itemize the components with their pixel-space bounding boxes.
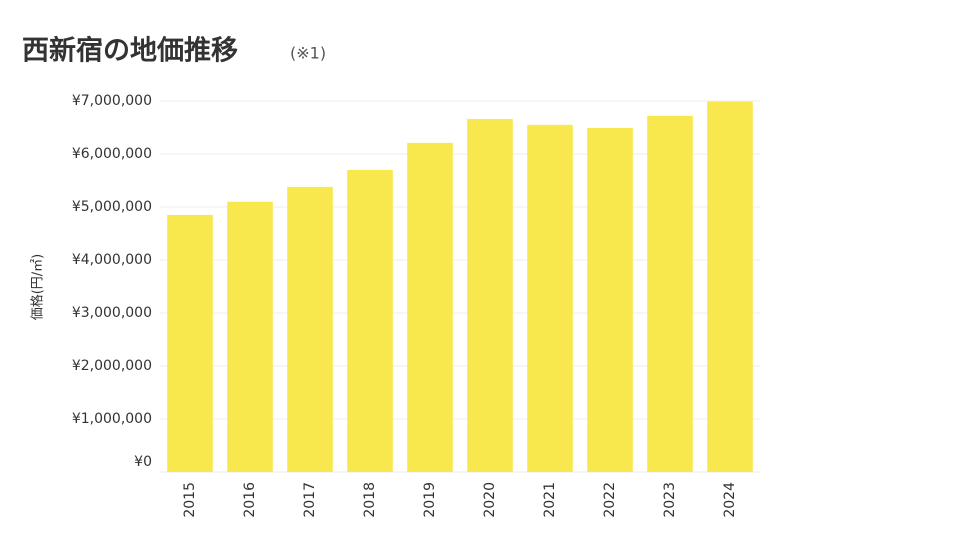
bar: [167, 214, 213, 472]
bar: [527, 124, 573, 472]
x-tick-label: 2016: [242, 482, 258, 518]
bar: [227, 201, 273, 472]
y-tick-label: ¥4,000,000: [72, 252, 152, 268]
bar: [587, 128, 633, 472]
chart-subtitle: (※1): [290, 44, 326, 63]
x-tick-label: 2020: [482, 482, 498, 518]
bar: [287, 186, 333, 473]
x-tick-label: 2018: [362, 482, 378, 518]
x-tick-label: 2022: [602, 482, 618, 518]
y-tick-label: ¥3,000,000: [72, 305, 152, 321]
bar: [347, 169, 393, 472]
y-tick-label: ¥2,000,000: [72, 358, 152, 374]
bar: [707, 101, 753, 472]
x-tick-label: 2015: [182, 482, 198, 518]
y-tick-label: ¥1,000,000: [72, 411, 152, 427]
x-tick-label: 2017: [302, 482, 318, 518]
y-tick-label: ¥6,000,000: [72, 146, 152, 162]
x-tick-label: 2021: [542, 482, 558, 518]
bar: [407, 142, 453, 472]
x-tick-label: 2024: [722, 482, 738, 518]
y-axis-label: 価格(円/㎡): [30, 254, 46, 321]
bar: [647, 115, 693, 472]
y-tick-label: ¥0: [134, 454, 152, 470]
chart-title: 西新宿の地価推移: [22, 35, 238, 67]
y-tick-label: ¥7,000,000: [72, 93, 152, 109]
y-tick-label: ¥5,000,000: [72, 199, 152, 215]
bar: [467, 119, 513, 473]
x-tick-label: 2023: [662, 482, 678, 518]
x-tick-label: 2019: [422, 482, 438, 518]
